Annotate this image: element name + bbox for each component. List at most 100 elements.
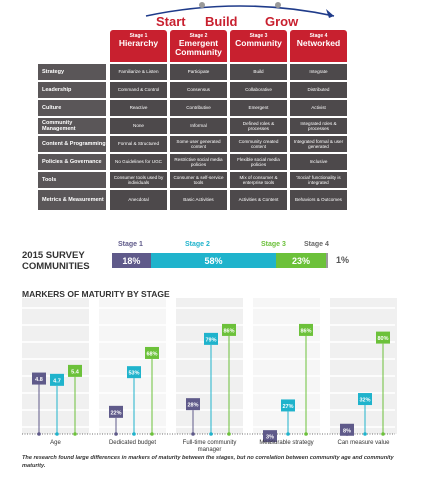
matrix-cell: Restrictive social media policies — [170, 154, 227, 170]
matrix-cell: Basic Activities — [170, 190, 227, 210]
header-build: Build — [205, 14, 238, 29]
stage-title: Networked — [296, 38, 341, 48]
chart-title: MARKERS OF MATURITY BY STAGE — [22, 289, 170, 299]
matrix-cell: Distributed — [290, 82, 347, 98]
stage-number: Stage 2 — [189, 33, 208, 39]
marker-box — [127, 366, 141, 379]
marker-dot — [286, 432, 290, 436]
marker-box — [145, 346, 159, 359]
matrix-row-label: Culture — [38, 100, 106, 116]
group-background — [330, 298, 397, 434]
header-arrow — [145, 2, 335, 18]
matrix-cell: Some user generated content — [170, 136, 227, 152]
marker-box — [68, 364, 82, 377]
survey-segment: 18% — [112, 253, 151, 268]
matrix-cell: Consensus — [170, 82, 227, 98]
survey-segment-label: 1% — [336, 255, 350, 265]
group-background — [176, 298, 243, 434]
survey-segment: 23% — [276, 253, 326, 268]
category-label: manager — [198, 447, 222, 453]
marker-dot — [304, 432, 308, 436]
marker-box — [376, 331, 390, 344]
matrix-cell: Anecdotal — [110, 190, 167, 210]
matrix-row-label: Policies & Governance — [38, 154, 106, 170]
stage-title: Community — [235, 38, 282, 48]
marker-box — [358, 393, 372, 406]
marker-label: 86% — [223, 328, 234, 334]
maturity-chart: 4.8 4.7 5.4 Age 22% 53% 68% Dedicated budget 28%… — [22, 298, 397, 453]
marker-dot — [37, 432, 41, 436]
marker-label: 27% — [282, 404, 293, 410]
matrix-cell: No Guidelines for UGC — [110, 154, 167, 170]
matrix-cell: Integrated formal & user generated — [290, 136, 347, 152]
stage-header-1: Stage 1 Hierarchy — [110, 30, 167, 62]
marker-label: 79% — [205, 337, 216, 343]
matrix-cell: Activities & Content — [230, 190, 287, 210]
marker-box — [204, 332, 218, 345]
matrix-cell: Integrate — [290, 64, 347, 80]
marker-dot — [114, 432, 118, 436]
matrix-row-label: Strategy — [38, 64, 106, 80]
matrix-cell: Formal & Structured — [110, 136, 167, 152]
matrix-cell: Familiarize & Listen — [110, 64, 167, 80]
matrix-cell: Contributive — [170, 100, 227, 116]
caption: The research found large differences in … — [22, 455, 394, 469]
marker-label: 32% — [359, 398, 370, 404]
marker-dot — [150, 432, 154, 436]
survey-stage-label-3: Stage 3 — [261, 241, 286, 248]
category-label: Age — [50, 440, 61, 446]
category-label: Dedicated budget — [109, 440, 156, 446]
marker-dot — [132, 432, 136, 436]
marker-label: 28% — [187, 403, 198, 409]
marker-label: 8% — [343, 428, 351, 434]
matrix-cell: Build — [230, 64, 287, 80]
marker-dot — [73, 432, 77, 436]
marker-box — [50, 373, 64, 386]
matrix-cell: Collaborative — [230, 82, 287, 98]
survey-segment — [325, 253, 328, 268]
category-label: Can measure value — [337, 440, 390, 446]
matrix-cell: Activist — [290, 100, 347, 116]
matrix-row-label: Tools — [38, 172, 106, 188]
matrix-cell: Integrated roles & processes — [290, 118, 347, 134]
stage-number: Stage 1 — [129, 33, 148, 39]
matrix-row-label: Community Management — [38, 118, 106, 134]
marker-label: 4.8 — [35, 377, 43, 383]
marker-label: 86% — [300, 328, 311, 334]
marker-label: 4.7 — [53, 378, 61, 384]
matrix-cell: Informal — [170, 118, 227, 134]
matrix-cell: Defined roles & processes — [230, 118, 287, 134]
stage-header-4: Stage 4 Networked — [290, 30, 347, 62]
matrix-cell: 'Social' functionality is integrated — [290, 172, 347, 188]
survey-segment: 58% — [150, 253, 277, 268]
matrix-cell: Mix of consumer & enterprise tools — [230, 172, 287, 188]
stage-title: Emergent Community — [175, 38, 222, 57]
stage-header-2: Stage 2 Emergent Community — [170, 30, 227, 62]
survey-stage-label-4: Stage 4 — [304, 241, 329, 248]
matrix-row-label: Content & Programming — [38, 136, 106, 152]
header-grow: Grow — [265, 14, 299, 29]
marker-box — [32, 372, 46, 385]
stage-number: Stage 4 — [309, 33, 328, 39]
marker-dot — [209, 432, 213, 436]
stage-header-3: Stage 3 Community — [230, 30, 287, 62]
matrix-cell: Flexible social media policies — [230, 154, 287, 170]
matrix-cell: Consumer tools used by individuals — [110, 172, 167, 188]
matrix-cell: Participate — [170, 64, 227, 80]
survey-title-line2: COMMUNITIES — [22, 261, 90, 272]
marker-label: 3% — [266, 435, 274, 441]
marker-box — [109, 405, 123, 418]
survey-stage-label-2: Stage 2 — [185, 241, 210, 248]
marker-dot — [227, 432, 231, 436]
marker-label: 80% — [377, 336, 388, 342]
survey-title-line1: 2015 SURVEY — [22, 250, 85, 261]
matrix-cell: None — [110, 118, 167, 134]
survey-title: 2015 SURVEY COMMUNITIES — [22, 250, 90, 272]
category-label: Measurable strategy — [259, 440, 313, 446]
marker-label: 68% — [146, 351, 157, 357]
marker-dot — [191, 432, 195, 436]
matrix-row-label: Metrics & Measurement — [38, 190, 106, 210]
matrix-cell: Behaviors & Outcomes — [290, 190, 347, 210]
group-background — [253, 298, 320, 434]
marker-dot — [381, 432, 385, 436]
